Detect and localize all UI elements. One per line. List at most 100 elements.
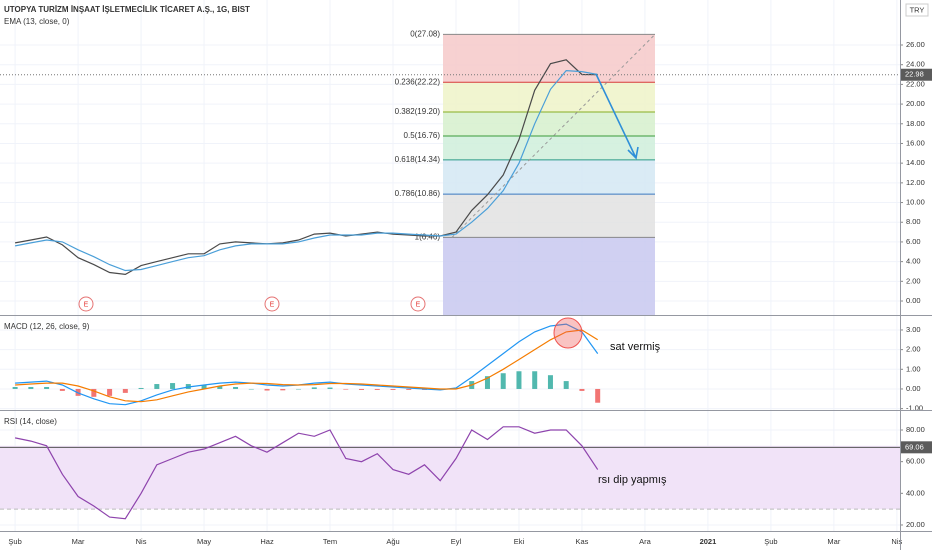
y-tick-label: 20.00 (906, 520, 925, 529)
x-tick-label: Nis (136, 537, 147, 546)
chart-title: RSI (14, close) (4, 417, 57, 426)
histogram-bar (327, 387, 333, 389)
last-price-tag (901, 68, 932, 81)
series-line (14, 426, 599, 520)
histogram-bar (547, 375, 553, 389)
y-tick-label: 40.00 (906, 488, 925, 497)
y-tick-label: 16.00 (906, 138, 925, 147)
event-label: E (416, 301, 421, 308)
forecast-arrow (595, 73, 639, 160)
histogram-bar (484, 376, 490, 389)
histogram-bar (28, 386, 34, 389)
y-tick-label: 26.00 (906, 40, 925, 49)
fib-label: 0.618(14.34) (395, 155, 441, 164)
level-tag (901, 441, 932, 454)
event-label: E (270, 301, 275, 308)
histogram-bar (406, 388, 412, 390)
x-tick-label: Nis (891, 537, 902, 546)
legend-entry: EMA (13, close, 0) (4, 17, 70, 26)
fib-label: 0.786(10.86) (395, 189, 441, 198)
histogram-bar (264, 388, 270, 391)
y-tick-label: 14.00 (906, 158, 925, 167)
histogram-bar (595, 388, 601, 403)
histogram-bar (248, 388, 254, 390)
y-tick-label: 4.00 (906, 257, 921, 266)
histogram-bar (532, 371, 538, 389)
x-tick-label: Kas (575, 537, 588, 546)
y-tick-label: 18.00 (906, 119, 925, 128)
histogram-bar (311, 387, 317, 389)
histogram-bar (359, 388, 365, 390)
histogram-bar (122, 388, 128, 393)
y-tick-label: 3.00 (906, 325, 921, 334)
series-line (14, 69, 598, 272)
histogram-bar (107, 388, 113, 396)
y-tick-label: 10.00 (906, 198, 925, 207)
fib-label: 0.236(22.22) (395, 77, 441, 86)
histogram-bar (217, 386, 223, 389)
currency-box (905, 3, 929, 17)
histogram-bar (390, 388, 396, 390)
y-tick-label: -1.00 (906, 404, 923, 413)
series-line (15, 329, 599, 403)
histogram-bar (579, 388, 585, 391)
y-tick-label: 22.00 (906, 79, 925, 88)
y-tick-label: 12.00 (906, 178, 925, 187)
fib-label: 0(27.08) (410, 29, 440, 38)
histogram-bar (154, 384, 160, 389)
event-marker (410, 296, 426, 312)
x-tick-label: Şub (8, 537, 21, 546)
fib-band (443, 159, 655, 195)
y-tick-label: 1.00 (906, 364, 921, 373)
histogram-bar (343, 388, 349, 390)
x-tick-label: 2021 (700, 537, 717, 546)
y-tick-label: 2.00 (906, 345, 921, 354)
histogram-bar (296, 388, 302, 390)
chart-title: UTOPYA TURİZM İNŞAAT İŞLETMECİLİK TİCARE… (4, 5, 250, 14)
histogram-bar (201, 385, 207, 389)
fib-band (443, 237, 655, 315)
fib-label: 1(6.46) (415, 233, 441, 242)
x-tick-label: May (197, 537, 211, 546)
series-line (14, 59, 598, 276)
last-price-label: 22.98 (905, 70, 924, 79)
x-tick-label: Tem (323, 537, 337, 546)
y-tick-label: 8.00 (906, 217, 921, 226)
x-tick-label: Ağu (386, 537, 399, 546)
y-tick-label: 60.00 (906, 457, 925, 466)
highlight-circle (553, 317, 583, 349)
fib-label: 0.5(16.76) (404, 131, 441, 140)
y-tick-label: 2.00 (906, 276, 921, 285)
y-tick-label: 24.00 (906, 60, 925, 69)
histogram-bar (59, 388, 65, 391)
x-tick-label: Ara (639, 537, 652, 546)
histogram-bar (91, 388, 97, 397)
chart-title: MACD (12, 26, close, 9) (4, 322, 90, 331)
level-label: 69.06 (905, 442, 924, 451)
histogram-bar (500, 373, 506, 389)
fib-band (443, 135, 655, 160)
x-tick-label: Mar (72, 537, 85, 546)
annotation: rsı dip yapmış (598, 474, 667, 486)
histogram-bar (44, 386, 50, 389)
y-tick-label: 0.00 (906, 384, 921, 393)
rsi-band (0, 445, 900, 510)
y-tick-label: 20.00 (906, 99, 925, 108)
histogram-bar (138, 387, 144, 389)
histogram-bar (563, 381, 569, 389)
y-tick-label: 80.00 (906, 425, 925, 434)
histogram-bar (516, 371, 522, 389)
y-tick-label: 0.00 (906, 296, 921, 305)
histogram-bar (12, 386, 18, 389)
histogram-bar (280, 388, 286, 391)
histogram-bar (233, 386, 239, 389)
fib-label: 0.382(19.20) (395, 107, 441, 116)
x-tick-label: Eki (514, 537, 525, 546)
event-label: E (84, 301, 89, 308)
y-tick-label: 6.00 (906, 237, 921, 246)
event-marker (264, 296, 280, 312)
currency: TRY (910, 5, 925, 14)
x-tick-label: Mar (827, 537, 840, 546)
event-marker (78, 296, 94, 312)
